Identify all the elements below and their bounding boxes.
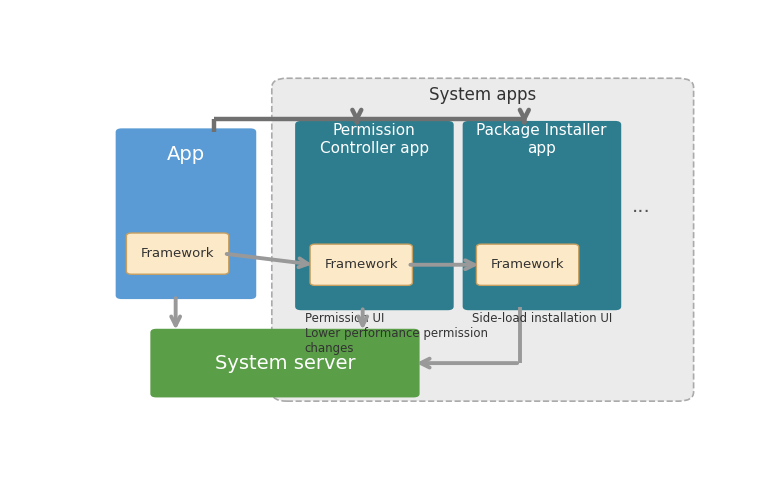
Text: App: App: [168, 145, 205, 164]
FancyBboxPatch shape: [127, 233, 229, 274]
Text: Package Installer
app: Package Installer app: [476, 123, 607, 156]
FancyBboxPatch shape: [151, 329, 420, 398]
Text: Side-load installation UI: Side-load installation UI: [472, 312, 612, 325]
FancyBboxPatch shape: [272, 78, 693, 401]
FancyBboxPatch shape: [462, 121, 621, 310]
Text: Framework: Framework: [324, 258, 398, 271]
Text: Permission
Controller app: Permission Controller app: [320, 123, 428, 156]
Text: ...: ...: [631, 197, 650, 216]
Text: Framework: Framework: [491, 258, 564, 271]
Text: System server: System server: [215, 354, 355, 373]
FancyBboxPatch shape: [295, 121, 454, 310]
Text: System apps: System apps: [428, 86, 536, 104]
FancyBboxPatch shape: [116, 128, 256, 299]
FancyBboxPatch shape: [476, 244, 579, 285]
Text: Permission UI
Lower performance permission
changes: Permission UI Lower performance permissi…: [305, 312, 488, 355]
Text: Framework: Framework: [141, 247, 215, 260]
FancyBboxPatch shape: [310, 244, 412, 285]
